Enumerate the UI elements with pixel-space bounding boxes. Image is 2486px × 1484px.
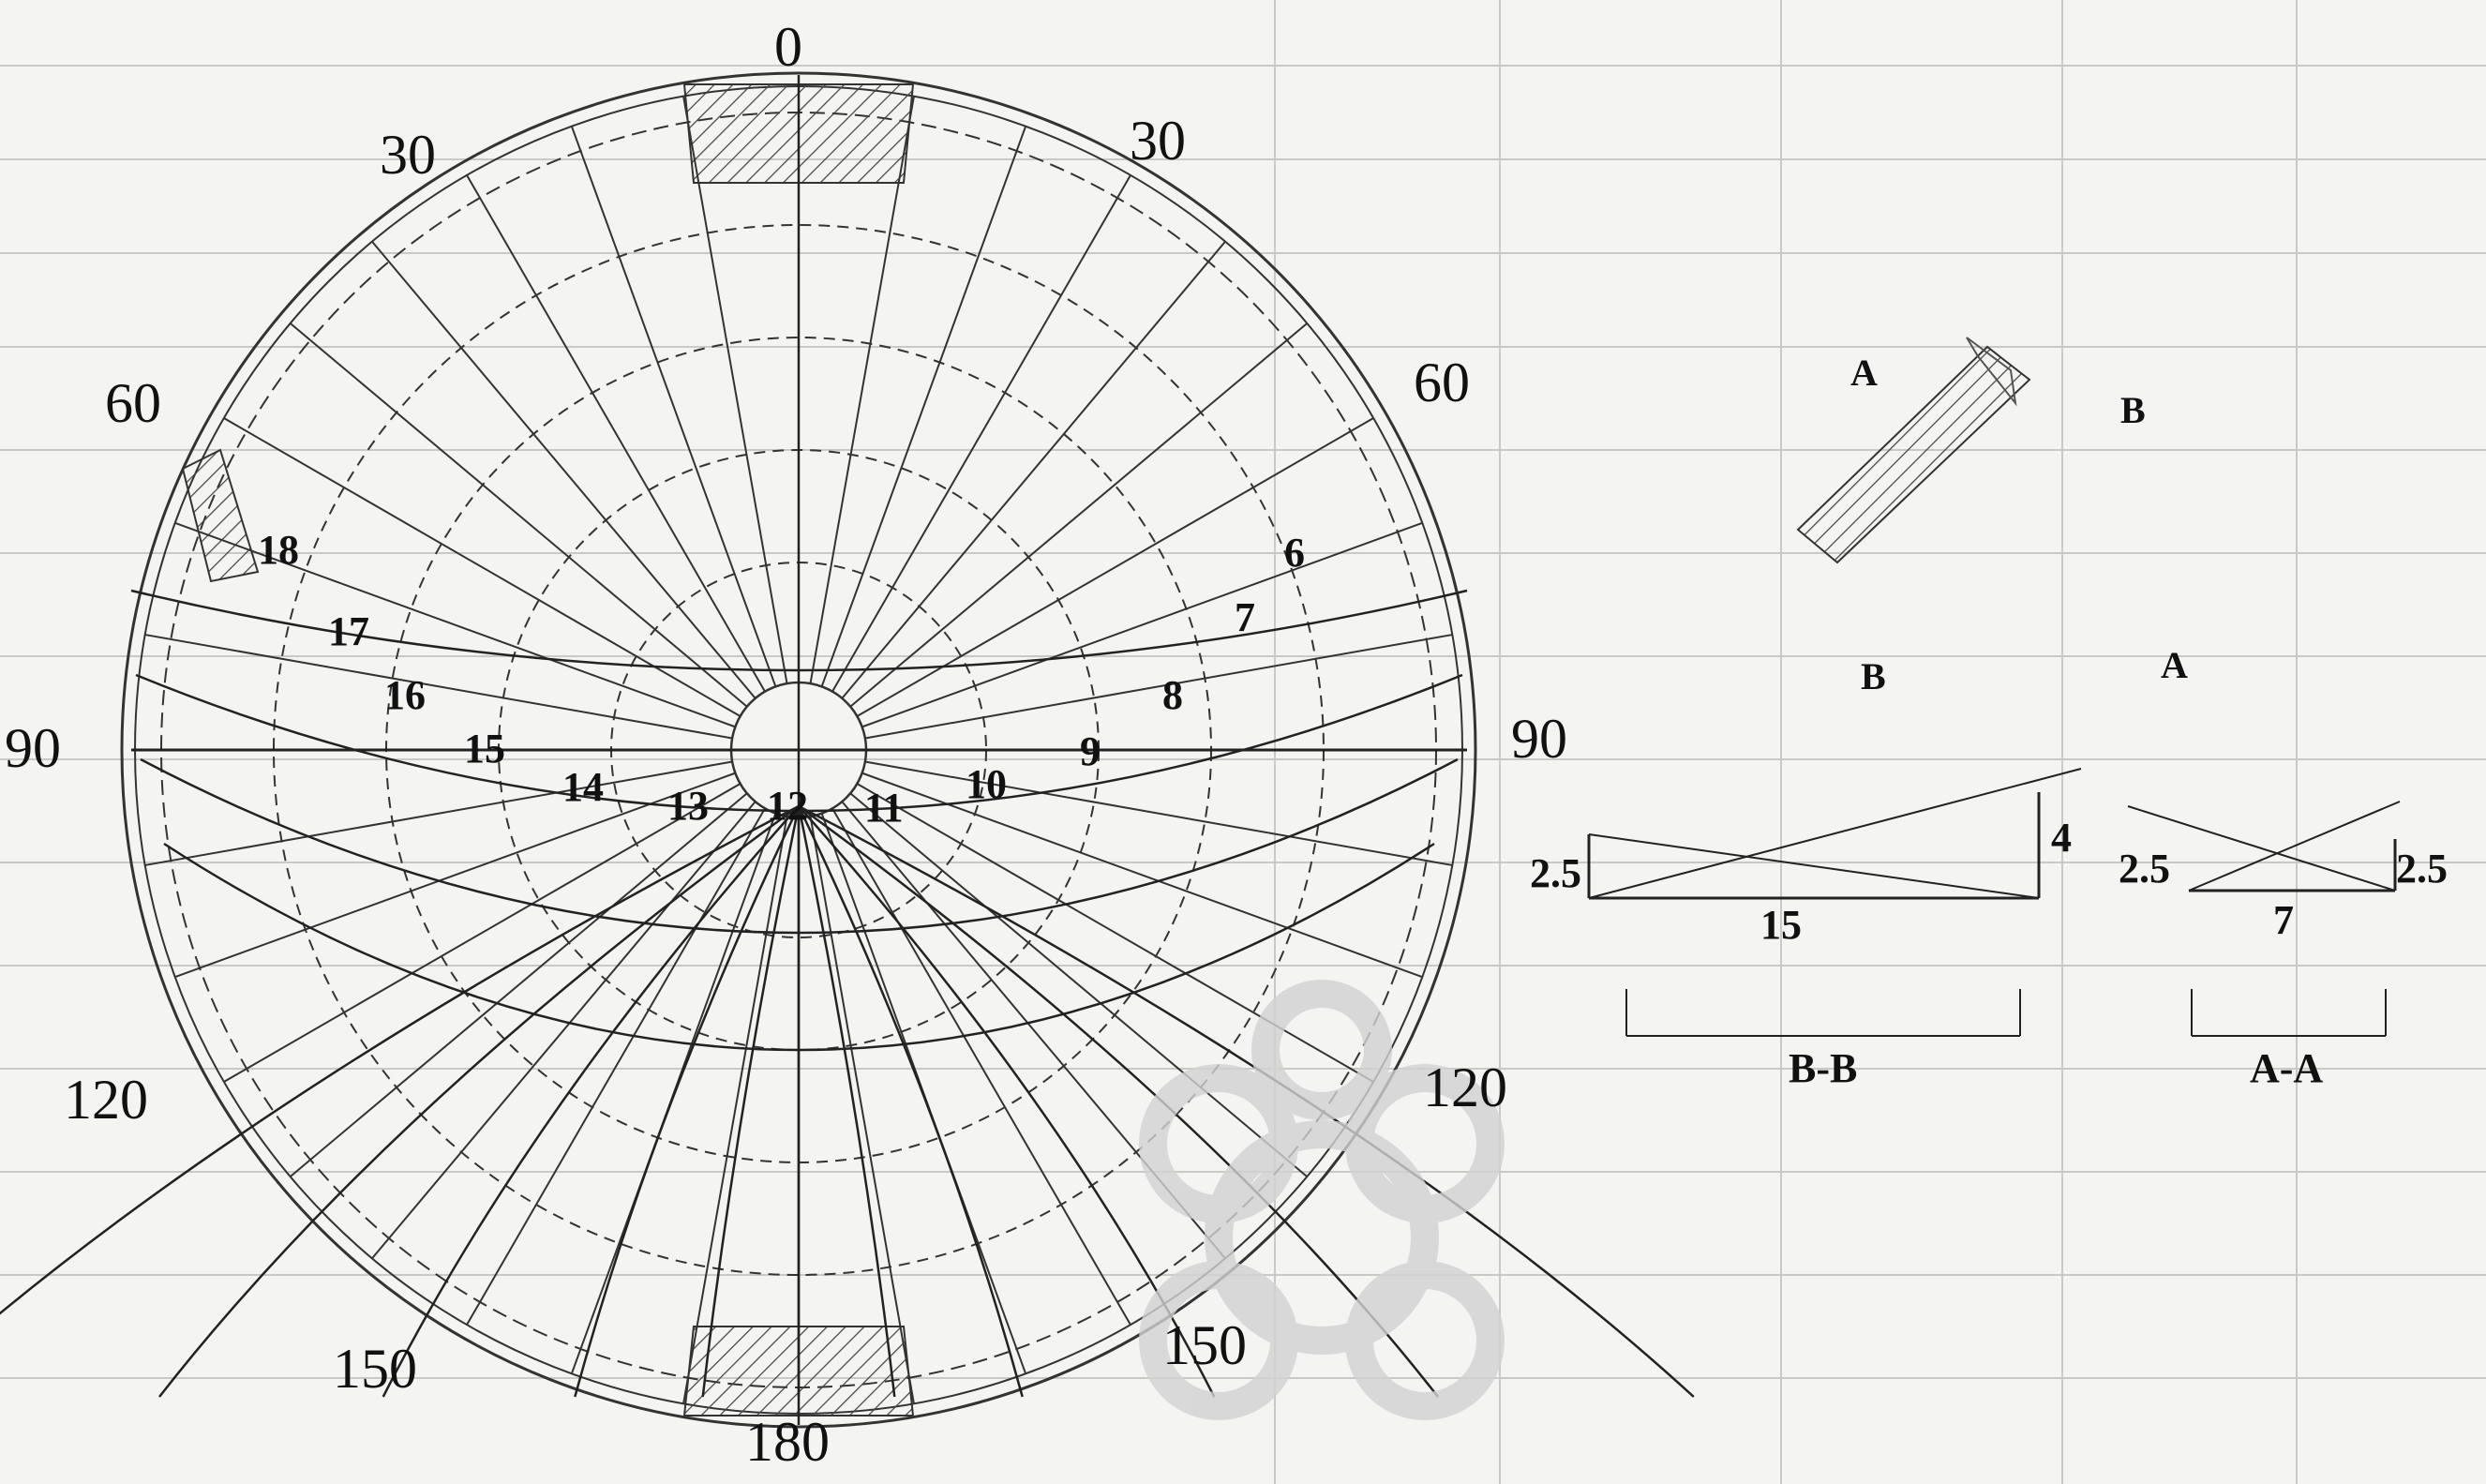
azimuth-label-120-right: 120 [1423, 1057, 1507, 1118]
hour-label-11: 11 [864, 785, 904, 831]
azimuth-radial [831, 174, 1131, 693]
azimuth-radial [466, 174, 766, 693]
hour-label-18: 18 [258, 527, 299, 573]
plan-label-b-bottom: B [1861, 655, 1886, 697]
azimuth-radial [174, 772, 736, 979]
azimuth-radial [864, 760, 1453, 866]
hour-label-16: 16 [384, 672, 426, 718]
hour-line [574, 805, 801, 1398]
shading-device-plan [1796, 337, 2031, 564]
azimuth-label-0: 0 [774, 16, 802, 78]
azimuth-radial [849, 322, 1309, 708]
azimuth-label-30-right: 30 [1130, 110, 1186, 172]
hour-line [382, 805, 800, 1398]
hour-label-7: 7 [1235, 594, 1255, 640]
azimuth-label-150-right: 150 [1162, 1314, 1247, 1376]
azimuth-radial [289, 792, 748, 1177]
section-bb-right-height: 4 [2051, 815, 2072, 861]
section-aa-left-height: 2.5 [2119, 846, 2170, 892]
section-aa-width: 7 [2273, 897, 2294, 943]
section-aa-right-height: 2.5 [2396, 846, 2448, 892]
azimuth-radial [849, 792, 1309, 1177]
azimuth-label-60-left: 60 [105, 372, 161, 434]
hour-label-14: 14 [562, 764, 604, 810]
azimuth-radial [371, 801, 756, 1260]
hour-label-10: 10 [966, 761, 1007, 807]
azimuth-radial [371, 240, 756, 699]
hour-line [701, 805, 801, 1398]
azimuth-radial [144, 760, 733, 866]
hour-label-9: 9 [1080, 728, 1101, 774]
azimuth-radial [831, 807, 1131, 1326]
hour-line [797, 805, 896, 1398]
azimuth-label-90-right: 90 [1511, 708, 1567, 770]
azimuth-label-90-left: 90 [5, 717, 61, 779]
hour-label-17: 17 [328, 608, 369, 654]
hour-label-6: 6 [1284, 530, 1305, 576]
hour-label-12: 12 [767, 783, 808, 829]
hour-label-15: 15 [464, 726, 505, 772]
watermark-rosette-icon [1139, 980, 1505, 1420]
azimuth-radial [682, 96, 788, 684]
hour-label-8: 8 [1162, 672, 1183, 718]
azimuth-radial [174, 521, 736, 728]
hour-label-13: 13 [667, 783, 709, 829]
section-aa-title: A-A [2250, 1045, 2324, 1091]
azimuth-label-30-left: 30 [380, 124, 436, 186]
azimuth-radial [861, 521, 1423, 728]
azimuth-radial [223, 783, 741, 1083]
hour-line [0, 804, 800, 1315]
plan-label-b-top: B [2120, 389, 2146, 431]
plan-label-a-bottom: A [2161, 644, 2188, 686]
azimuth-label-180: 180 [745, 1411, 830, 1473]
azimuth-radial [856, 783, 1374, 1083]
azimuth-radial [466, 807, 766, 1326]
azimuth-radial [809, 96, 915, 684]
section-bb-drawing [1587, 768, 2082, 1037]
plan-label-a-top: A [1850, 352, 1878, 394]
section-aa-drawing [2127, 801, 2401, 1037]
hour-line [797, 805, 1024, 1398]
azimuth-radial [682, 816, 788, 1404]
azimuth-radial [864, 634, 1453, 740]
section-bb-width: 15 [1760, 902, 1802, 948]
azimuth-radial [809, 816, 915, 1404]
azimuth-radial [841, 240, 1226, 699]
section-bb-title: B-B [1789, 1045, 1858, 1091]
azimuth-radial [861, 772, 1423, 979]
azimuth-label-60-right: 60 [1414, 352, 1470, 413]
azimuth-radial [144, 634, 733, 740]
hour-line [158, 804, 800, 1398]
azimuth-radial [223, 417, 741, 717]
azimuth-radial [570, 126, 777, 687]
section-bb-left-height: 2.5 [1530, 850, 1581, 896]
azimuth-label-120-left: 120 [64, 1069, 148, 1131]
azimuth-radial [820, 126, 1027, 687]
azimuth-radial [289, 322, 748, 708]
azimuth-label-150-left: 150 [333, 1338, 417, 1400]
